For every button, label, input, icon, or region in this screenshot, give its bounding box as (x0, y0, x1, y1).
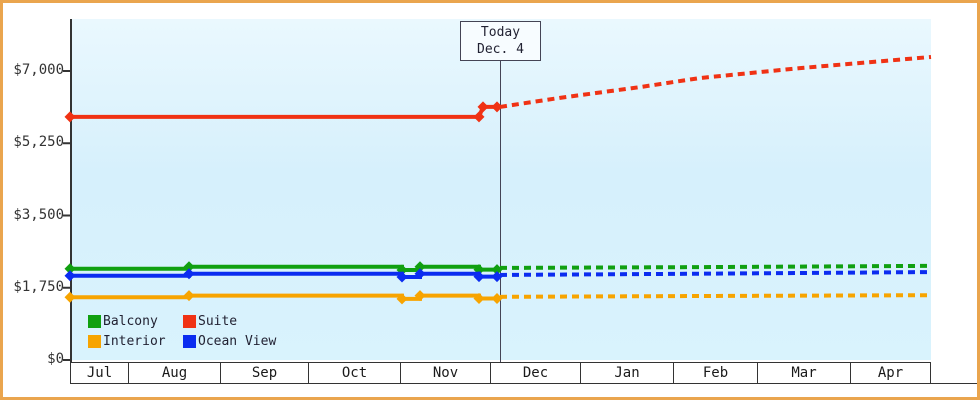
month-cell-aug: Aug (128, 362, 221, 384)
legend-label: Suite (198, 313, 238, 329)
data-point-ocean-view (491, 271, 503, 283)
data-point-balcony (64, 263, 76, 275)
data-point-interior (473, 292, 485, 304)
series-projection-balcony (499, 263, 932, 270)
data-point-interior (64, 291, 76, 303)
today-marker-box: Today Dec. 4 (460, 21, 541, 61)
series-projection-interior (499, 293, 932, 299)
data-point-ocean-view (414, 268, 426, 280)
series-line-interior (70, 293, 500, 301)
data-point-ocean-view (473, 271, 485, 283)
month-cell-jul: Jul (70, 362, 129, 384)
data-point-suite (477, 101, 489, 113)
series-line-balcony (70, 264, 500, 272)
data-point-interior (183, 290, 195, 302)
legend-item-suite: Suite (183, 311, 276, 331)
y-axis-label: $5,250 (13, 134, 64, 151)
today-date: Dec. 4 (477, 42, 524, 57)
data-point-ocean-view (396, 271, 408, 283)
month-cell-oct: Oct (308, 362, 401, 384)
data-point-balcony (183, 261, 195, 273)
series-line-ocean-view (70, 271, 500, 280)
month-cell-sep: Sep (220, 362, 309, 384)
y-axis-label: $3,500 (13, 206, 64, 223)
legend-swatch-suite (183, 314, 196, 328)
data-point-ocean-view (64, 270, 76, 282)
y-axis-label: $1,750 (13, 278, 64, 295)
data-point-ocean-view (183, 268, 195, 280)
series-projection-ocean-view (499, 270, 932, 277)
series-projection-suite (499, 54, 932, 109)
data-point-interior (396, 293, 408, 305)
data-point-interior (414, 290, 426, 302)
legend-item-ocean-view: Ocean View (183, 331, 276, 351)
y-axis-label: $7,000 (13, 62, 64, 78)
legend-item-balcony: Balcony (88, 311, 183, 331)
plot-area (72, 19, 931, 360)
today-label: Today (480, 25, 521, 40)
month-cell-mar: Mar (757, 362, 851, 384)
data-point-suite (473, 111, 485, 123)
legend-swatch-ocean-view (183, 334, 196, 348)
legend-swatch-balcony (88, 314, 101, 328)
data-point-suite (491, 101, 503, 113)
month-cell-apr: Apr (850, 362, 931, 384)
data-point-balcony (414, 261, 426, 273)
legend-label: Balcony (103, 313, 158, 329)
month-cell-feb: Feb (673, 362, 758, 384)
data-point-balcony (491, 264, 503, 276)
chart-legend: Balcony Suite Interior Ocean View (88, 311, 276, 351)
month-cell-nov: Nov (400, 362, 491, 384)
y-axis-label: $0 (47, 351, 64, 367)
data-point-interior (491, 292, 503, 304)
legend-label: Interior (103, 333, 166, 349)
month-cell-jan: Jan (580, 362, 674, 384)
legend-swatch-interior (88, 334, 101, 348)
data-point-suite (64, 111, 76, 123)
x-axis-baseline-extension (931, 383, 977, 384)
legend-item-interior: Interior (88, 331, 183, 351)
series-line-suite (70, 104, 500, 119)
legend-label: Ocean View (198, 333, 277, 349)
month-cell-dec: Dec (490, 362, 581, 384)
